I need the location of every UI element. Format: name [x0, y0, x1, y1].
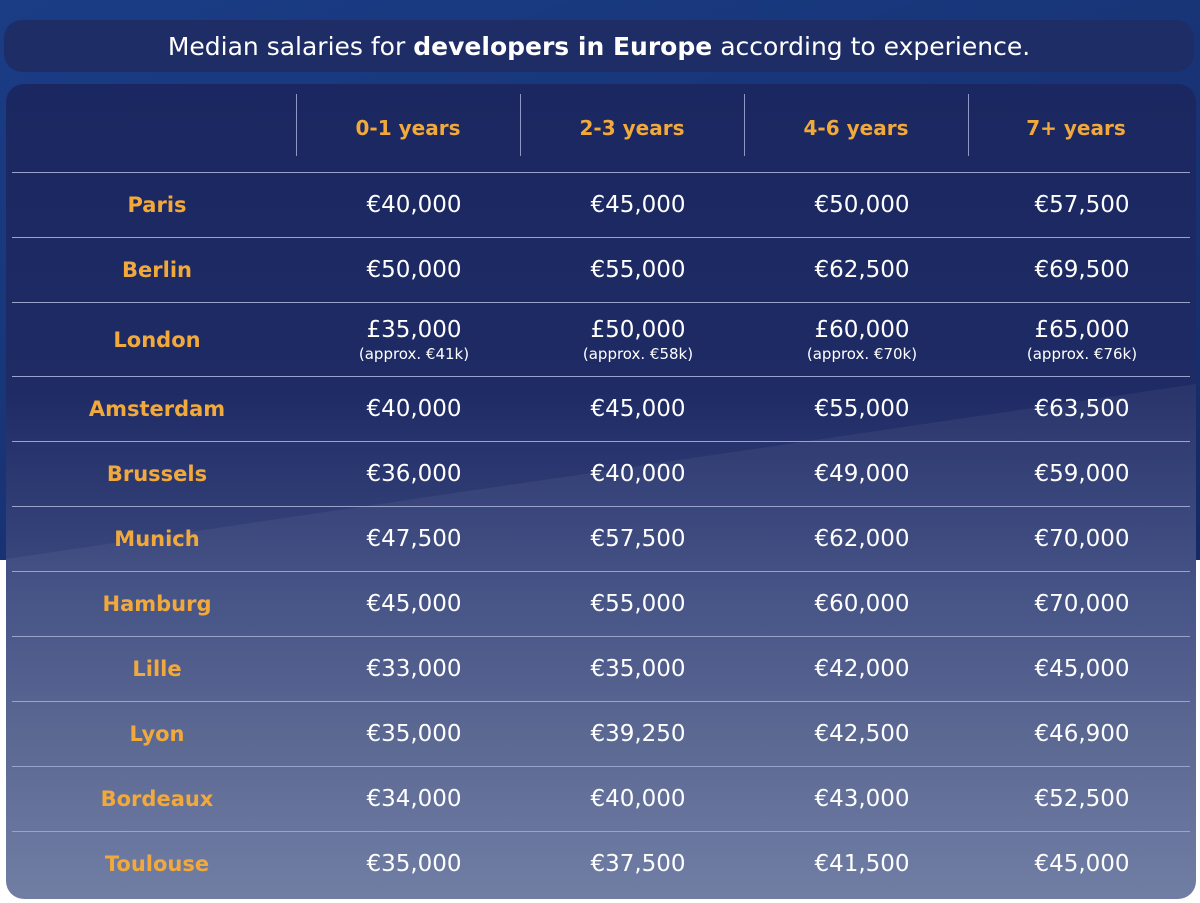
- salary-cell: €35,000: [366, 721, 462, 747]
- salary-cell: €42,000: [814, 656, 910, 682]
- salary-cell: €70,000: [1034, 526, 1130, 552]
- salary-cell: €60,000: [814, 591, 910, 617]
- column-header: 2-3 years: [579, 116, 685, 140]
- salary-cell: €47,500: [366, 526, 462, 552]
- salary-cell: €57,500: [590, 526, 686, 552]
- title-suffix: according to experience.: [720, 31, 1031, 61]
- city-label: Lille: [132, 657, 182, 681]
- salary-cell: £65,000 (approx. €76k): [974, 303, 1190, 376]
- table-row: London £35,000 (approx. €41k) £50,000 (a…: [12, 302, 1190, 376]
- table-header: 0-1 years 2-3 years 4-6 years 7+ years: [6, 84, 1196, 172]
- city-label: Munich: [114, 527, 200, 551]
- city-label: Lyon: [129, 722, 185, 746]
- column-header: 0-1 years: [355, 116, 461, 140]
- salary-cell: €45,000: [366, 591, 462, 617]
- chart-title: Median salaries for developers in Europe…: [4, 20, 1194, 72]
- salary-table: 0-1 years 2-3 years 4-6 years 7+ years P…: [6, 84, 1196, 899]
- column-header: 4-6 years: [803, 116, 909, 140]
- city-label: Brussels: [106, 462, 208, 486]
- salary-cell: €45,000: [590, 396, 686, 422]
- salary-cell: €35,000: [590, 656, 686, 682]
- table-row: Hamburg €45,000 €55,000 €60,000 €70,000: [12, 571, 1190, 636]
- salary-value: £50,000: [590, 316, 686, 343]
- salary-cell: €45,000: [590, 192, 686, 218]
- city-label: Bordeaux: [100, 787, 214, 811]
- city-label: Berlin: [122, 258, 192, 282]
- salary-cell: €69,500: [1034, 257, 1130, 283]
- approx-value: (approx. €41k): [358, 344, 470, 363]
- salary-value: £65,000: [1034, 316, 1130, 343]
- title-bold: developers in Europe: [413, 31, 713, 61]
- salary-cell: €45,000: [1034, 656, 1130, 682]
- table-row: Brussels €36,000 €40,000 €49,000 €59,000: [12, 441, 1190, 506]
- header-separator: [744, 94, 745, 156]
- salary-cell: €46,900: [1034, 721, 1130, 747]
- salary-cell: €40,000: [590, 786, 686, 812]
- table-row: Bordeaux €34,000 €40,000 €43,000 €52,500: [12, 766, 1190, 831]
- salary-cell: €70,000: [1034, 591, 1130, 617]
- salary-cell: €40,000: [590, 461, 686, 487]
- salary-cell: €33,000: [366, 656, 462, 682]
- city-label: London: [113, 327, 201, 352]
- table-row: Berlin €50,000 €55,000 €62,500 €69,500: [12, 237, 1190, 302]
- title-prefix: Median salaries for: [167, 31, 406, 61]
- table-row: Munich €47,500 €57,500 €62,000 €70,000: [12, 506, 1190, 571]
- salary-cell: £50,000 (approx. €58k): [526, 303, 750, 376]
- salary-cell: €45,000: [1034, 851, 1130, 877]
- table-body: Paris €40,000 €45,000 €50,000 €57,500 Be…: [12, 172, 1190, 896]
- salary-cell: €50,000: [366, 257, 462, 283]
- city-label: Toulouse: [104, 852, 210, 876]
- header-separator: [968, 94, 969, 156]
- salary-cell: €55,000: [590, 591, 686, 617]
- header-separator: [296, 94, 297, 156]
- salary-cell: €40,000: [366, 192, 462, 218]
- approx-value: (approx. €58k): [582, 344, 694, 363]
- salary-cell: €59,000: [1034, 461, 1130, 487]
- salary-value: £35,000: [366, 316, 462, 343]
- salary-cell: €34,000: [366, 786, 462, 812]
- salary-cell: €63,500: [1034, 396, 1130, 422]
- table-row: Amsterdam €40,000 €45,000 €55,000 €63,50…: [12, 376, 1190, 441]
- salary-cell: €36,000: [366, 461, 462, 487]
- approx-value: (approx. €70k): [806, 344, 918, 363]
- salary-cell: €55,000: [590, 257, 686, 283]
- approx-value: (approx. €76k): [1026, 344, 1138, 363]
- salary-cell: €39,250: [590, 721, 686, 747]
- column-header: 7+ years: [1026, 116, 1126, 140]
- salary-cell: €62,500: [814, 257, 910, 283]
- table-row: Lyon €35,000 €39,250 €42,500 €46,900: [12, 701, 1190, 766]
- salary-cell: €52,500: [1034, 786, 1130, 812]
- city-label: Amsterdam: [88, 397, 226, 421]
- city-label: Hamburg: [102, 592, 212, 616]
- salary-cell: €42,500: [814, 721, 910, 747]
- salary-cell: €41,500: [814, 851, 910, 877]
- salary-cell: £60,000 (approx. €70k): [750, 303, 974, 376]
- salary-cell: €49,000: [814, 461, 910, 487]
- table-row: Paris €40,000 €45,000 €50,000 €57,500: [12, 172, 1190, 237]
- city-label: Paris: [127, 193, 187, 217]
- salary-cell: €50,000: [814, 192, 910, 218]
- salary-cell: €35,000: [366, 851, 462, 877]
- header-separator: [520, 94, 521, 156]
- table-row: Toulouse €35,000 €37,500 €41,500 €45,000: [12, 831, 1190, 896]
- salary-cell: £35,000 (approx. €41k): [302, 303, 526, 376]
- salary-value: £60,000: [814, 316, 910, 343]
- table-row: Lille €33,000 €35,000 €42,000 €45,000: [12, 636, 1190, 701]
- salary-cell: €43,000: [814, 786, 910, 812]
- salary-cell: €37,500: [590, 851, 686, 877]
- salary-cell: €55,000: [814, 396, 910, 422]
- salary-cell: €40,000: [366, 396, 462, 422]
- salary-cell: €62,000: [814, 526, 910, 552]
- salary-cell: €57,500: [1034, 192, 1130, 218]
